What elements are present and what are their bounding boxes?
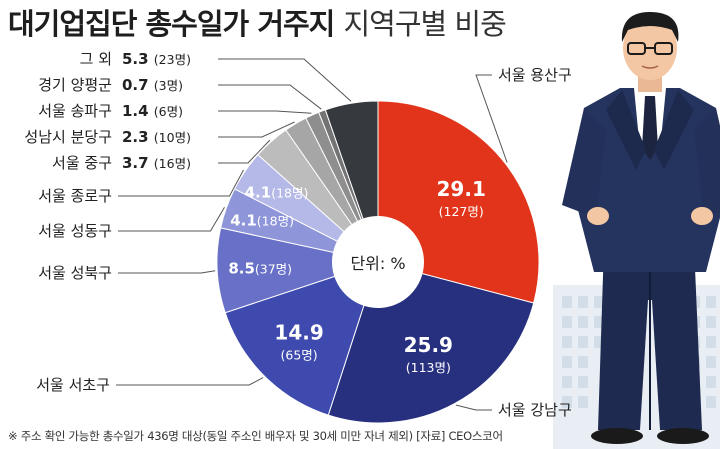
slice-value-ec849cec9ab820eca491eab5ac: 3.7 (16명) xyxy=(122,154,191,172)
slice-label-eab2bdeab8b020ec9691ed8f89eab5b0: 경기 양평군 xyxy=(38,76,112,94)
leader-line-ec849cec9ab820ec9aa9ec82b0eab5ac xyxy=(475,74,508,163)
slice-value-ec849cec9ab820ec84b1eb8f99eab5ac: 4.1(18명) xyxy=(230,212,294,230)
donut-hole xyxy=(332,216,424,308)
slice-value-ec849cec9ab820ec86a1ed8c8ceab5ac: 1.4 (6명) xyxy=(122,102,183,120)
footnote: ※ 주소 확인 가능한 총수일가 436명 대상(동일 주소인 배우자 및 30… xyxy=(8,429,503,443)
slice-value-ec849cec9ab820ec849cecb488eab5ac: 14.9 xyxy=(274,320,323,344)
slice-value-ec849cec9ab820ec84b1ebb681eab5ac: 8.5(37명) xyxy=(228,259,292,277)
slice-value-ec849cec9ab820eab095eb82a8eab5ac: 25.9 xyxy=(404,333,453,357)
leader-line-ec849cec9ab820eca491eab5ac xyxy=(218,139,271,164)
leader-line-ec849cec9ab820eca285eba19ceab5ac xyxy=(118,169,244,197)
slice-label-ec849cec9ab820ec84b1ebb681eab5ac: 서울 성북구 xyxy=(38,264,112,282)
leader-line-ec84b1eb82a8ec8b9c20ebb684eb8bb9eab5ac xyxy=(218,121,295,138)
slice-label-ec84b1eb82a8ec8b9c20ebb684eb8bb9eab5ac: 성남시 분당구 xyxy=(24,128,112,146)
slice-label-eab7b820ec99b8: 그 외 xyxy=(80,50,112,68)
slice-count-ec849cec9ab820eab095eb82a8eab5ac: (113명) xyxy=(406,360,451,375)
leader-line-ec849cec9ab820ec86a1ed8c8ceab5ac xyxy=(218,110,312,114)
leader-line-ec849cec9ab820ec849cecb488eab5ac xyxy=(116,377,264,386)
slice-value-eab2bdeab8b020ec9691ed8f89eab5b0: 0.7 (3명) xyxy=(122,76,183,94)
slice-label-ec849cec9ab820eca491eab5ac: 서울 중구 xyxy=(52,154,112,172)
slice-value-ec849cec9ab820ec9aa9ec82b0eab5ac: 29.1 xyxy=(437,177,486,201)
slice-value-ec84b1eb82a8ec8b9c20ebb684eb8bb9eab5ac: 2.3 (10명) xyxy=(122,128,191,146)
slice-value-ec849cec9ab820eca285eba19ceab5ac: 4.1(18명) xyxy=(245,184,309,202)
leader-line-eab2bdeab8b020ec9691ed8f89eab5b0 xyxy=(218,84,322,110)
slice-label-ec849cec9ab820ec849cecb488eab5ac: 서울 서초구 xyxy=(36,376,110,394)
slice-label-ec849cec9ab820ec86a1ed8c8ceab5ac: 서울 송파구 xyxy=(38,102,112,120)
leader-line-ec849cec9ab820eab095eb82a8eab5ac xyxy=(455,404,492,411)
title-bold: 대기업집단 총수일가 거주지 xyxy=(8,7,335,41)
slice-value-eab7b820ec99b8: 5.3 (23명) xyxy=(122,50,191,68)
title-light: 지역구별 비중 xyxy=(343,7,506,41)
slice-label-ec849cec9ab820eab095eb82a8eab5ac: 서울 강남구 xyxy=(498,401,572,419)
pie-slice-ec849cec9ab820ec84b1ebb681eab5ac xyxy=(216,227,380,314)
slice-count-ec849cec9ab820ec9aa9ec82b0eab5ac: (127명) xyxy=(439,204,484,219)
chart-title: 대기업집단 총수일가 거주지 지역구별 비중 xyxy=(8,4,507,44)
slice-count-ec849cec9ab820ec849cecb488eab5ac: (65명) xyxy=(281,347,318,362)
leader-line-ec849cec9ab820ec84b1ebb681eab5ac xyxy=(118,270,216,274)
slice-label-ec849cec9ab820eca285eba19ceab5ac: 서울 종로구 xyxy=(38,187,112,205)
slice-label-ec849cec9ab820ec9aa9ec82b0eab5ac: 서울 용산구 xyxy=(498,66,572,84)
leader-line-eab7b820ec99b8 xyxy=(218,58,352,102)
leader-line-ec849cec9ab820ec84b1eb8f99eab5ac xyxy=(118,207,225,232)
unit-label: 단위: % xyxy=(350,254,405,273)
slice-label-ec849cec9ab820ec84b1eb8f99eab5ac: 서울 성동구 xyxy=(38,222,112,240)
